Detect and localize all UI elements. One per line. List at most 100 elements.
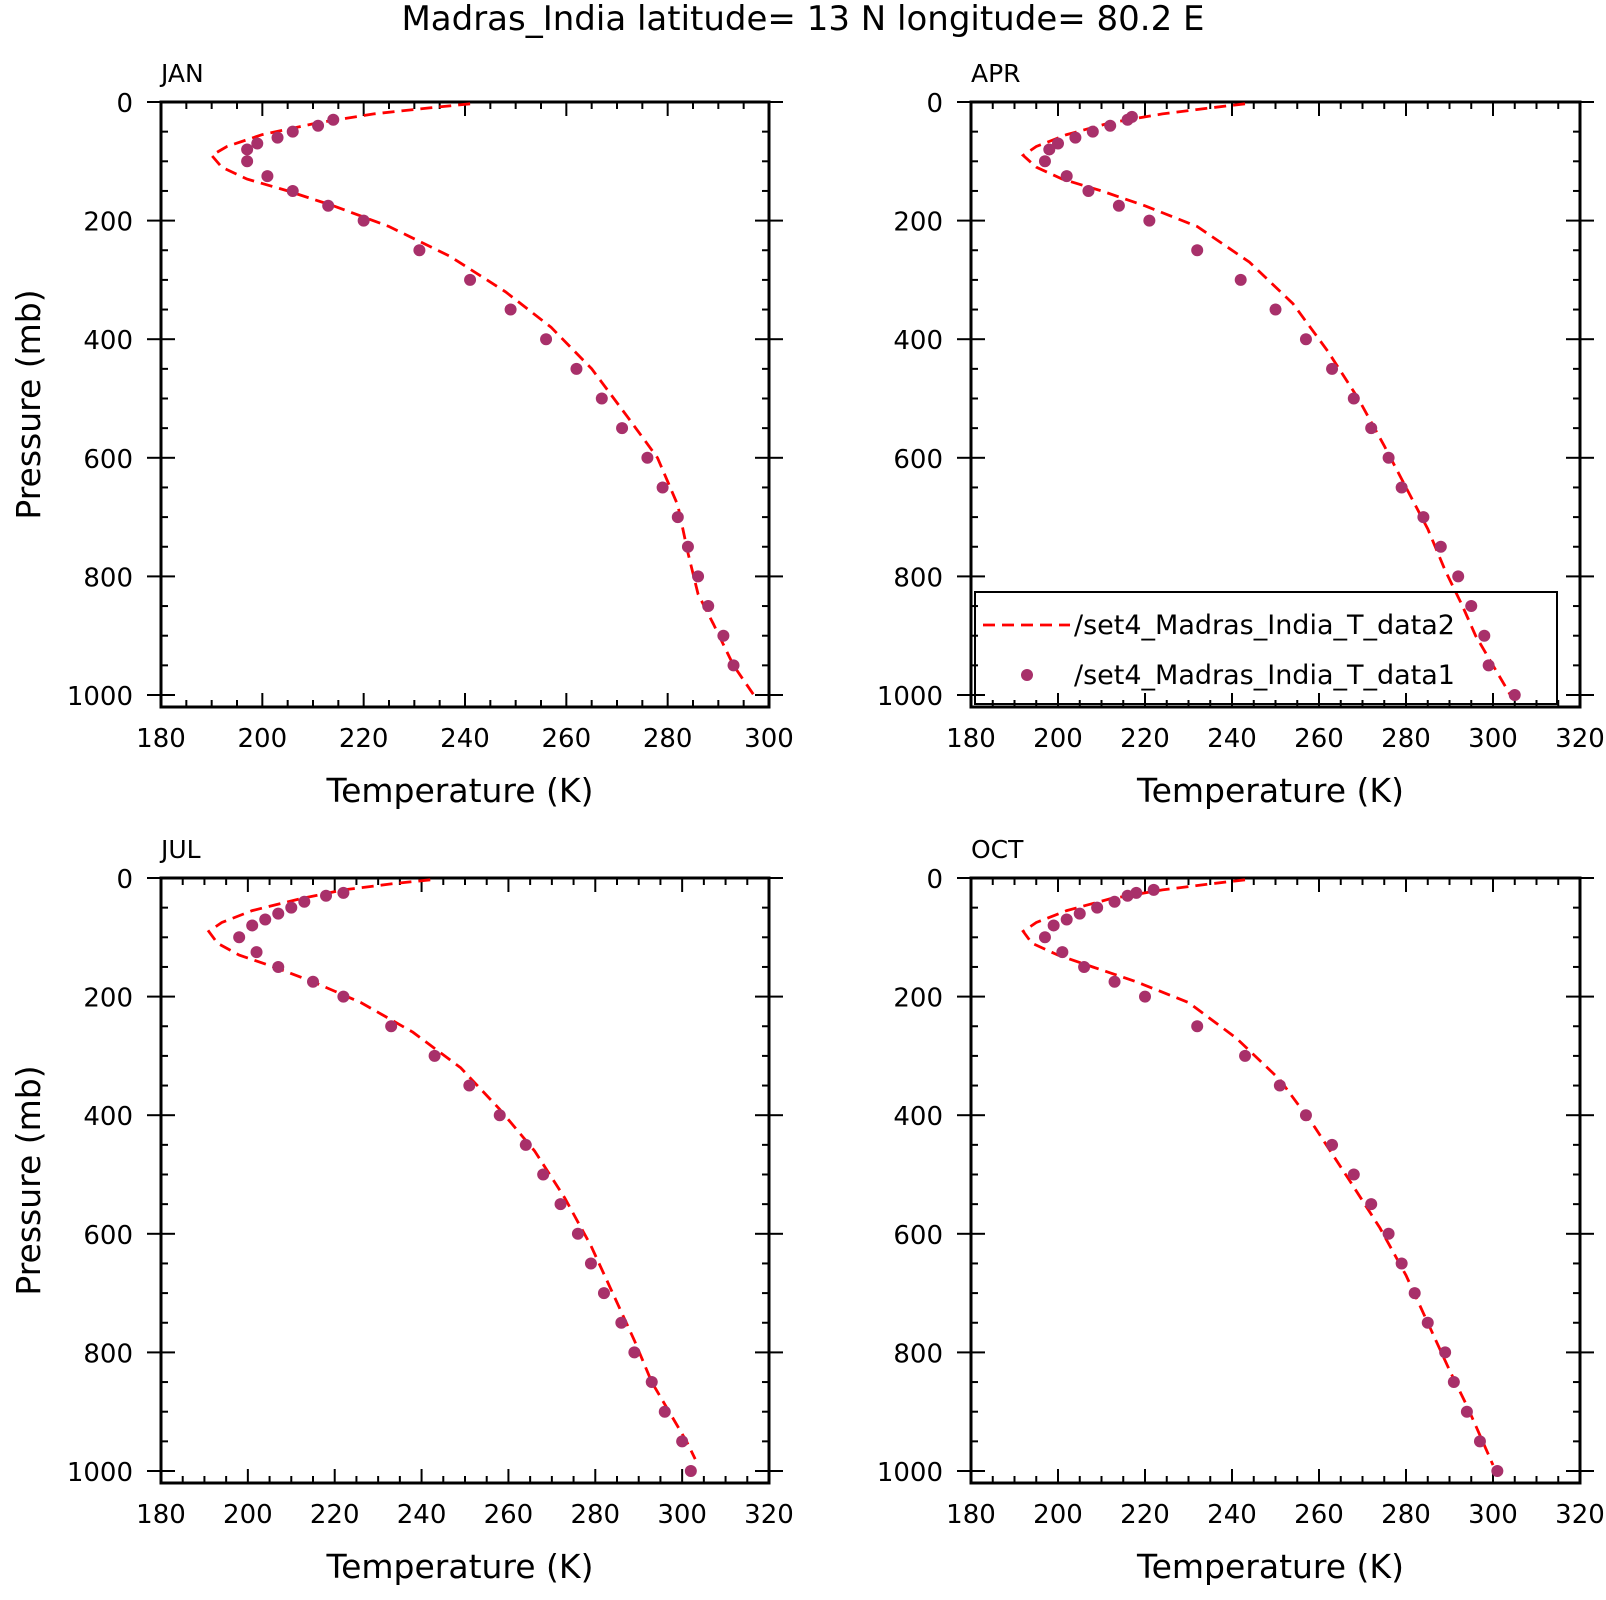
data-point bbox=[684, 1465, 697, 1477]
data-point bbox=[1382, 1227, 1395, 1240]
y-axis-label: Pressure (mb) bbox=[9, 289, 48, 519]
data-point bbox=[1439, 1346, 1452, 1359]
data-point bbox=[658, 1405, 671, 1418]
series-line-data2 bbox=[209, 102, 755, 696]
data-point bbox=[1452, 570, 1465, 583]
x-tick-label: 260 bbox=[1294, 1500, 1344, 1530]
data-point bbox=[285, 901, 298, 914]
data-point bbox=[676, 1435, 689, 1448]
y-tick-label: 200 bbox=[893, 984, 943, 1014]
data-point bbox=[307, 975, 319, 988]
panel-label: JUL bbox=[159, 835, 201, 864]
data-point bbox=[570, 362, 583, 375]
x-tick-label: 280 bbox=[1381, 724, 1431, 754]
y-tick-label: 0 bbox=[926, 89, 943, 119]
data-point bbox=[298, 895, 311, 908]
data-point bbox=[1052, 137, 1064, 150]
data-point bbox=[1086, 125, 1099, 138]
figure-title: Madras_India latitude= 13 N longitude= 8… bbox=[401, 0, 1204, 39]
x-tick-label: 320 bbox=[744, 1500, 794, 1530]
data-point bbox=[241, 143, 254, 156]
x-tick-label: 260 bbox=[542, 724, 592, 754]
x-tick-label: 280 bbox=[570, 1500, 620, 1530]
data-point bbox=[286, 125, 299, 138]
x-tick-label: 300 bbox=[744, 724, 794, 754]
data-point bbox=[1299, 333, 1312, 346]
data-point bbox=[233, 931, 246, 944]
data-point bbox=[1382, 451, 1395, 464]
y-tick-label: 800 bbox=[893, 1339, 943, 1369]
data-point bbox=[272, 907, 285, 920]
data-point bbox=[615, 1316, 628, 1329]
data-point bbox=[628, 1346, 641, 1359]
data-point bbox=[727, 659, 740, 672]
x-tick-label: 180 bbox=[946, 1500, 996, 1530]
y-tick-label: 800 bbox=[83, 1339, 133, 1369]
data-point bbox=[250, 946, 263, 959]
panel-label: JAN bbox=[159, 59, 204, 88]
data-point bbox=[1395, 1257, 1408, 1270]
panel-jul: 180 200 220 240 260 280 300 320 0 200 400 600 800 100… bbox=[9, 835, 794, 1586]
data-point bbox=[357, 214, 370, 227]
data-point bbox=[1047, 919, 1060, 932]
y-tick-label: 600 bbox=[893, 445, 943, 475]
data-point bbox=[1143, 214, 1156, 227]
x-tick-label: 300 bbox=[657, 1500, 707, 1530]
data-point bbox=[1347, 392, 1360, 405]
data-point bbox=[584, 1257, 597, 1270]
y-tick-label: 1000 bbox=[67, 1458, 133, 1488]
y-axis-label: Pressure (mb) bbox=[9, 1065, 48, 1295]
data-point bbox=[286, 184, 299, 197]
panel-oct: 180 200 220 240 260 280 300 320 0 200 400 600 800 100… bbox=[877, 835, 1605, 1586]
data-point bbox=[1478, 629, 1491, 642]
data-point bbox=[1104, 119, 1117, 132]
y-tick-label: 800 bbox=[893, 563, 943, 593]
data-point bbox=[1069, 131, 1082, 144]
data-point bbox=[1347, 1168, 1360, 1181]
data-point bbox=[1121, 889, 1134, 902]
data-point bbox=[671, 511, 684, 524]
data-point bbox=[1365, 422, 1378, 435]
data-point bbox=[1108, 975, 1121, 988]
data-point bbox=[1139, 990, 1151, 1003]
plot-frame bbox=[969, 876, 1582, 1485]
x-tick-label: 220 bbox=[339, 724, 389, 754]
y-tick-label: 400 bbox=[83, 1102, 133, 1132]
data-point bbox=[385, 1020, 398, 1033]
data-point bbox=[246, 919, 259, 932]
data-point bbox=[1112, 199, 1125, 212]
y-tick-label: 0 bbox=[116, 89, 133, 119]
data-point bbox=[540, 333, 553, 346]
x-tick-label: 240 bbox=[1207, 724, 1257, 754]
data-point bbox=[1434, 540, 1447, 553]
data-point bbox=[519, 1138, 532, 1151]
data-point bbox=[1269, 303, 1282, 316]
y-tick-label: 1000 bbox=[67, 682, 133, 712]
data-point bbox=[1191, 244, 1204, 257]
data-point bbox=[1491, 1465, 1504, 1477]
data-point bbox=[1038, 931, 1051, 944]
y-tick-label: 0 bbox=[116, 865, 133, 895]
series-line-data2 bbox=[1021, 878, 1495, 1466]
x-tick-label: 200 bbox=[238, 724, 288, 754]
data-point bbox=[322, 199, 335, 212]
panel-apr: 180 200 220 240 260 280 300 320 0 200 400 600 800 100… bbox=[877, 59, 1605, 810]
panel-jan: 180 200 220 240 260 280 300 0 200 400 600 800 1000 Te… bbox=[9, 59, 794, 810]
data-point bbox=[1038, 155, 1051, 168]
data-point bbox=[504, 303, 517, 316]
panel-label: OCT bbox=[971, 835, 1024, 864]
x-tick-label: 220 bbox=[310, 1500, 360, 1530]
y-tick-label: 600 bbox=[83, 445, 133, 475]
data-point bbox=[1408, 1287, 1421, 1300]
data-point bbox=[1460, 1405, 1473, 1418]
data-point bbox=[1191, 1020, 1204, 1033]
x-tick-label: 220 bbox=[1120, 724, 1170, 754]
y-tick-label: 800 bbox=[83, 563, 133, 593]
data-point bbox=[1060, 913, 1073, 926]
x-tick-label: 280 bbox=[1381, 1500, 1431, 1530]
data-point bbox=[1417, 511, 1430, 524]
data-point bbox=[1326, 362, 1339, 375]
y-tick-label: 200 bbox=[83, 208, 133, 238]
x-axis-label: Temperature (K) bbox=[1136, 771, 1404, 810]
data-point bbox=[1073, 907, 1086, 920]
